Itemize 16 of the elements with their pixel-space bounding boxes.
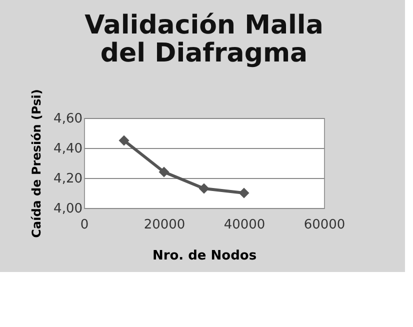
x-tick-label: 60000 bbox=[304, 218, 346, 232]
point bbox=[198, 183, 210, 194]
text: del Diafragma bbox=[100, 38, 308, 69]
y-tick-label: 4,20 bbox=[54, 172, 82, 186]
y-tick-label: 4,60 bbox=[54, 112, 82, 126]
x-axis-title: Nro. de Nodos bbox=[152, 248, 257, 264]
x-tick-label: 40000 bbox=[224, 218, 266, 232]
text: Validación Malla bbox=[84, 10, 324, 41]
y-axis-title: Caída de Presión (Psi) bbox=[30, 89, 44, 238]
y-tick-label: 4,00 bbox=[54, 202, 82, 216]
y-tick-label: 4,40 bbox=[54, 142, 82, 156]
point bbox=[158, 166, 170, 178]
x-tick-label: 0 bbox=[80, 218, 89, 232]
point bbox=[118, 135, 130, 146]
x-tick-label: 20000 bbox=[144, 218, 186, 232]
point bbox=[238, 188, 250, 198]
